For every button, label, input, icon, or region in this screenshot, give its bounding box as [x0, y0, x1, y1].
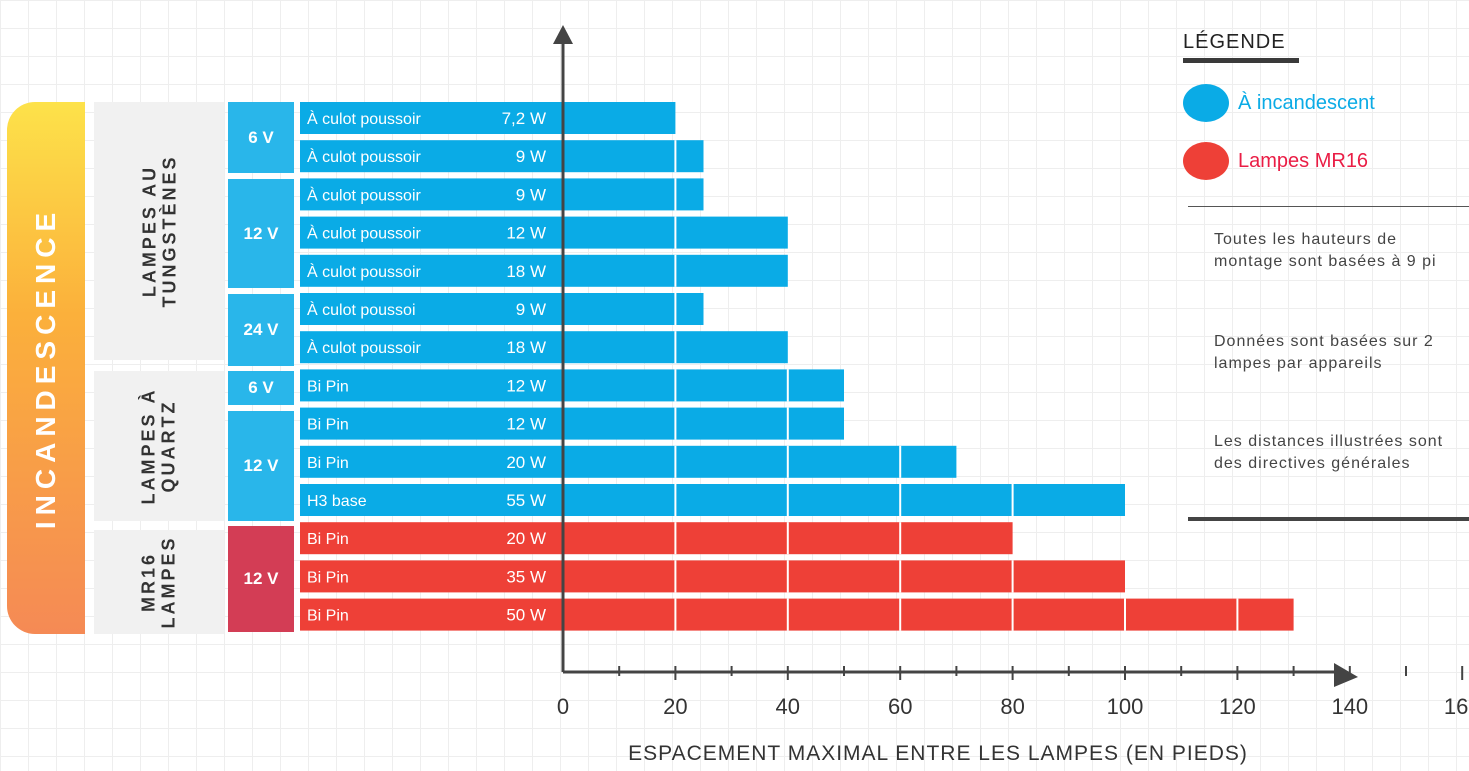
x-tick-label: 60 [888, 694, 912, 719]
x-tick-label: 140 [1331, 694, 1368, 719]
bar-base-label: Bi Pin [307, 531, 349, 548]
bar-base-label: Bi Pin [307, 569, 349, 586]
notes-bottom-rule [1188, 517, 1469, 521]
voltage-quartz-12v: 12 V [228, 411, 294, 521]
bar [300, 102, 676, 134]
x-axis-arrowhead [1334, 663, 1358, 687]
bar-wattage-label: 9 W [516, 300, 546, 319]
x-axis-title: ESPACEMENT MAXIMAL ENTRE LES LAMPES (EN … [628, 742, 1248, 765]
bar [300, 254, 788, 287]
bar-base-label: À culot poussoir [307, 147, 422, 166]
note-general-guidelines: Les distances illustrées sont des direct… [1214, 433, 1444, 472]
bar-base-label: À culot poussoi [307, 300, 416, 319]
bar-base-label: À culot poussoir [307, 224, 422, 243]
bar-wattage-label: 7,2 W [502, 109, 546, 128]
voltage-tungsten-24v: 24 V [228, 294, 294, 366]
bar-wattage-label: 9 W [516, 147, 546, 166]
group-mr16-panel [94, 530, 224, 634]
x-tick-label: 0 [557, 694, 569, 719]
bar [300, 560, 1125, 593]
bar-wattage-label: 12 W [506, 376, 546, 395]
x-tick-label: 40 [776, 694, 800, 719]
bar [300, 407, 844, 440]
bar-base-label: H3 base [307, 493, 367, 510]
group-tungsten-panel [94, 102, 224, 360]
voltage-tungsten-6v: 6 V [228, 102, 294, 173]
bar-wattage-label: 55 W [506, 491, 546, 510]
x-tick-label: 100 [1107, 694, 1144, 719]
note-mounting-height: Toutes les hauteurs de montage sont basé… [1214, 231, 1437, 270]
x-tick-label: 80 [1000, 694, 1024, 719]
bar-base-label: À culot poussoir [307, 338, 422, 357]
notes-top-rule [1188, 206, 1469, 207]
bar-base-label: Bi Pin [307, 378, 349, 395]
x-tick-label: 120 [1219, 694, 1256, 719]
voltage-tungsten-12v: 12 V [228, 179, 294, 288]
bar [300, 484, 1125, 516]
legend-title: LÉGENDE [1183, 31, 1286, 53]
bar [300, 140, 704, 173]
voltage-quartz-6v: 6 V [228, 371, 294, 405]
note-lamps-per-fixture: Données sont basées sur 2 lampes par app… [1214, 333, 1434, 372]
legend-mr16-label: Lampes MR16 [1238, 150, 1369, 172]
legend-title-underline [1183, 58, 1299, 63]
bar [300, 445, 957, 478]
x-tick-label: 20 [663, 694, 687, 719]
bar-wattage-label: 20 W [506, 529, 546, 548]
bar [300, 178, 704, 211]
incandescence-band [7, 102, 85, 634]
bar [300, 293, 704, 325]
bar-wattage-label: 12 W [506, 415, 546, 434]
bar-wattage-label: 9 W [516, 185, 546, 204]
bar-base-label: Bi Pin [307, 417, 349, 434]
x-tick-label: 160 [1444, 694, 1469, 719]
bar-wattage-label: 12 W [506, 224, 546, 243]
bar [300, 598, 1294, 631]
group-quartz-panel [94, 371, 224, 521]
bar-wattage-label: 18 W [506, 338, 546, 357]
bar-wattage-label: 35 W [506, 567, 546, 586]
bar-wattage-label: 50 W [506, 606, 546, 625]
bar-base-label: À culot poussoir [307, 185, 422, 204]
bar-base-label: À culot poussoir [307, 109, 422, 128]
bar-wattage-label: 20 W [506, 453, 546, 472]
bar-base-label: À culot poussoir [307, 262, 422, 281]
legend-incandescent-swatch [1183, 84, 1229, 122]
legend-incandescent-label: À incandescent [1238, 92, 1375, 114]
y-axis-arrowhead [553, 25, 573, 44]
bar-wattage-label: 18 W [506, 262, 546, 281]
bar [300, 331, 788, 364]
bar [300, 522, 1013, 555]
bar-base-label: Bi Pin [307, 608, 349, 625]
legend-mr16-swatch [1183, 142, 1229, 180]
bar [300, 369, 844, 402]
voltage-mr16-12v: 12 V [228, 526, 294, 632]
bar-base-label: Bi Pin [307, 455, 349, 472]
bar [300, 216, 788, 249]
